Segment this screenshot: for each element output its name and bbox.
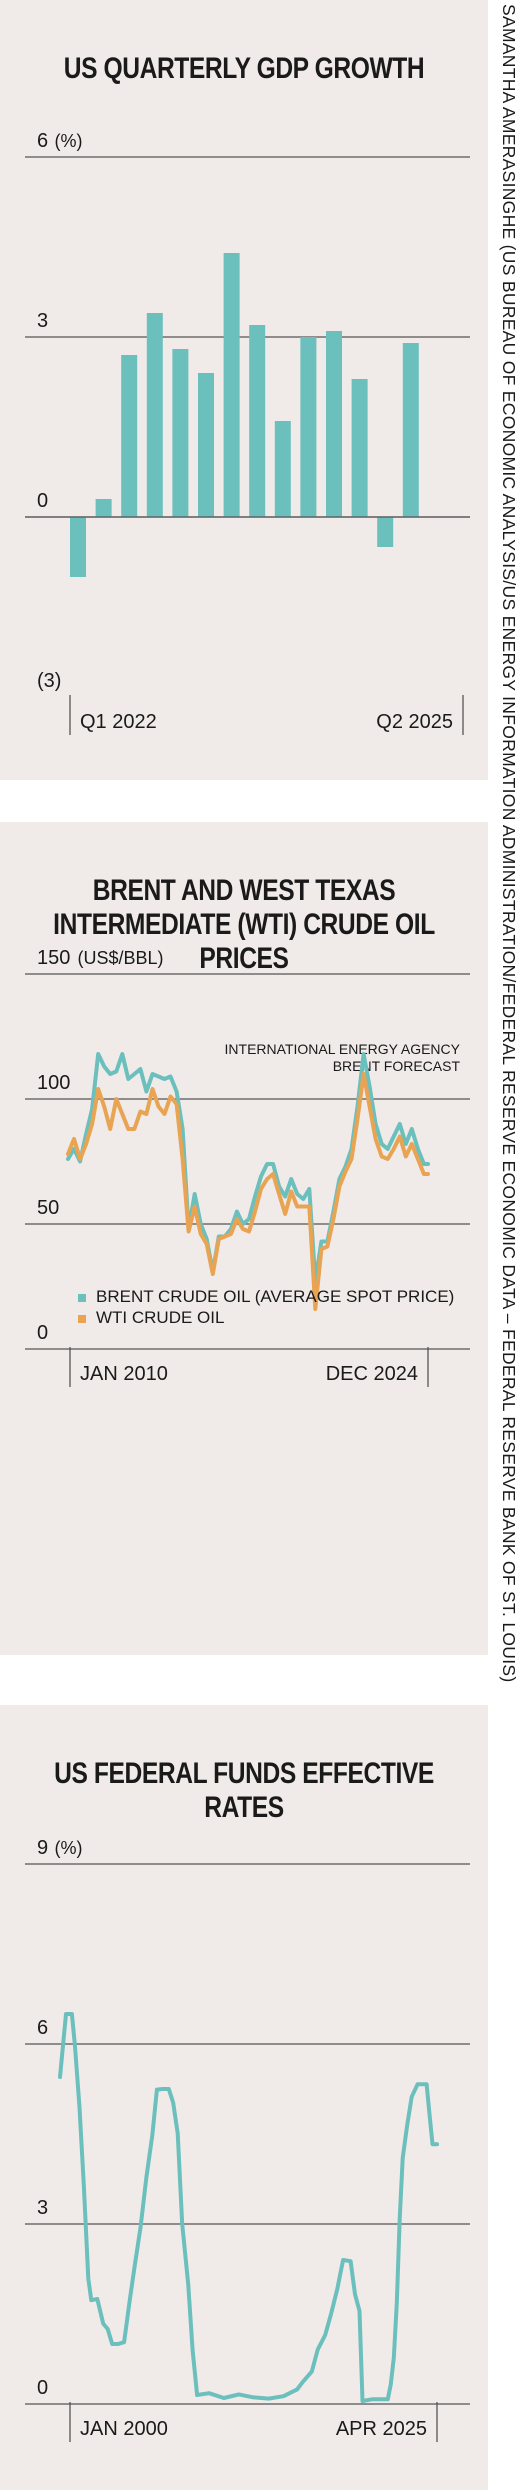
fedfunds-chart-panel: US FEDERAL FUNDS EFFECTIVE RATES 9 (%) 6 3 0… bbox=[0, 1705, 488, 2490]
fedfunds-chart: 9 (%) 6 3 0 JAN 2000 APR 2025 bbox=[25, 1837, 470, 2442]
y-tick-label: 6 bbox=[37, 130, 48, 152]
y-tick-label: 150 bbox=[37, 947, 70, 969]
legend-label: BRENT CRUDE OIL (AVERAGE SPOT PRICE) bbox=[96, 1287, 454, 1306]
y-tick-label: 3 bbox=[37, 2197, 48, 2219]
gdp-bar bbox=[377, 517, 394, 547]
gdp-bar bbox=[351, 379, 368, 517]
oil-chart-panel: BRENT AND WEST TEXAS INTERMEDIATE (WTI) … bbox=[0, 822, 488, 1655]
gdp-bar bbox=[326, 331, 342, 517]
y-tick-label: 0 bbox=[37, 490, 48, 512]
y-tick-label: 100 bbox=[37, 1072, 70, 1094]
y-tick-label: 6 bbox=[37, 2017, 48, 2039]
x-tick-label: DEC 2024 bbox=[326, 1363, 418, 1385]
gdp-bar bbox=[121, 355, 138, 517]
gdp-bar bbox=[95, 499, 112, 517]
legend-swatch bbox=[78, 1294, 86, 1302]
legend-label: WTI CRUDE OIL bbox=[96, 1308, 224, 1327]
y-tick-label: 50 bbox=[37, 1197, 59, 1219]
gdp-bar bbox=[300, 337, 317, 517]
wti-line bbox=[66, 1072, 430, 1311]
gdp-bar bbox=[223, 253, 240, 517]
y-unit-label: (%) bbox=[55, 131, 83, 151]
gdp-bar bbox=[146, 313, 163, 517]
legend-swatch bbox=[78, 1315, 86, 1323]
forecast-annotation: BRENT FORECAST bbox=[333, 1058, 461, 1074]
y-tick-label: 9 bbox=[37, 1837, 48, 1859]
brent-line bbox=[66, 1052, 430, 1284]
x-tick-label: JAN 2010 bbox=[80, 1363, 168, 1385]
y-unit-label: (%) bbox=[55, 1838, 83, 1858]
forecast-annotation: INTERNATIONAL ENERGY AGENCY bbox=[225, 1041, 461, 1057]
x-tick-label: APR 2025 bbox=[336, 2418, 427, 2440]
y-tick-label: 0 bbox=[37, 2377, 48, 2399]
y-unit-label: (US$/BBL) bbox=[78, 948, 164, 968]
gdp-chart: 6 (%) 3 0 (3) Q1 2022 Q2 2025 bbox=[25, 130, 470, 735]
gdp-chart-panel: US QUARTERLY GDP GROWTH 6 (%) 3 0 (3) Q1 2022… bbox=[0, 0, 488, 780]
gdp-bar bbox=[249, 325, 266, 517]
fedfunds-line bbox=[58, 2012, 439, 2403]
fedfunds-chart-title: US FEDERAL FUNDS EFFECTIVE RATES bbox=[54, 1757, 434, 1824]
gdp-bar bbox=[198, 373, 214, 517]
x-tick-label: Q2 2025 bbox=[376, 711, 453, 733]
y-tick-label: 0 bbox=[37, 1322, 48, 1344]
source-credit: SAMANTHA AMERASINGHE (US BUREAU OF ECONO… bbox=[499, 4, 519, 1683]
gdp-chart-title: US QUARTERLY GDP GROWTH bbox=[63, 52, 425, 85]
gdp-bar bbox=[172, 349, 189, 517]
x-tick-label: Q1 2022 bbox=[80, 711, 157, 733]
gdp-bar bbox=[402, 343, 419, 517]
y-tick-label: (3) bbox=[37, 670, 61, 692]
oil-chart: 150 (US$/BBL) 100 50 0 JAN 2010 DEC 2024 INTERN… bbox=[25, 947, 470, 1387]
gdp-bar bbox=[70, 517, 86, 577]
x-tick-label: JAN 2000 bbox=[80, 2418, 168, 2440]
y-tick-label: 3 bbox=[37, 310, 48, 332]
oil-chart-title: BRENT AND WEST TEXAS INTERMEDIATE (WTI) … bbox=[53, 874, 435, 975]
gdp-bar bbox=[274, 421, 291, 517]
